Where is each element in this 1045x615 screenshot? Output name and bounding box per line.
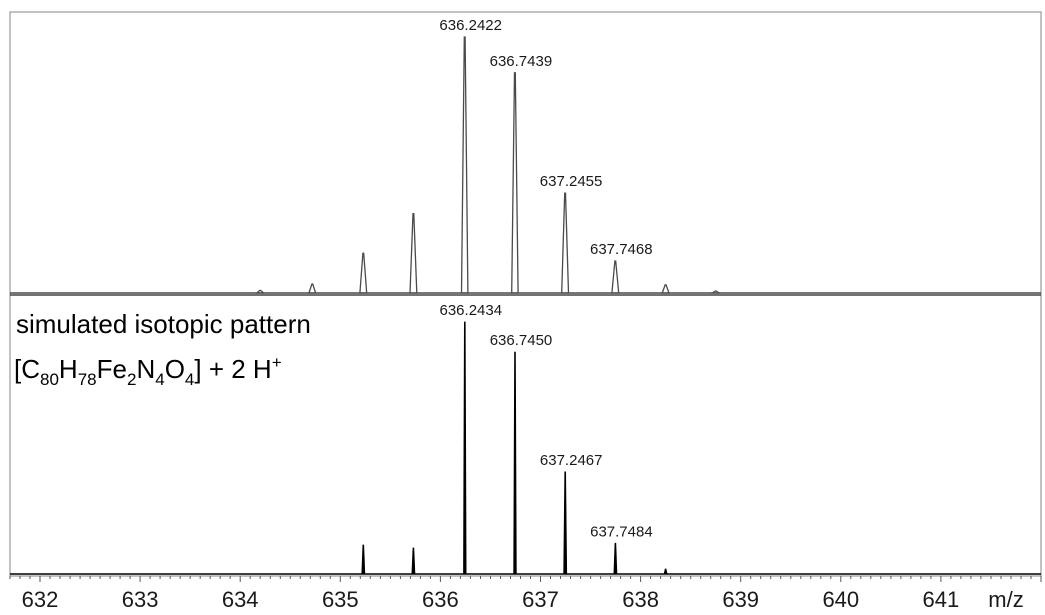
formula-segment: 2 bbox=[127, 370, 136, 389]
spectrum-peak bbox=[411, 547, 416, 575]
spectrum-peak bbox=[611, 260, 620, 294]
x-axis-unit-label: m/z bbox=[988, 587, 1023, 612]
formula-segment: 4 bbox=[185, 370, 194, 389]
x-tick-label: 635 bbox=[322, 587, 359, 612]
formula-segment: 4 bbox=[155, 370, 164, 389]
peak-label: 637.2467 bbox=[540, 452, 603, 469]
peak-label: 636.7439 bbox=[490, 53, 553, 70]
spectrum-peak bbox=[511, 72, 519, 294]
formula-segment: ] + 2 H bbox=[194, 354, 271, 384]
x-tick-label: 633 bbox=[122, 587, 159, 612]
spectrum-peak bbox=[561, 192, 570, 294]
formula-segment: Fe bbox=[97, 354, 127, 384]
spectrum-peak bbox=[463, 321, 467, 575]
formula-segment: 80 bbox=[40, 370, 59, 389]
peak-label: 636.7450 bbox=[490, 332, 553, 349]
spectrum-peak bbox=[409, 212, 418, 294]
x-tick-label: 634 bbox=[222, 587, 259, 612]
x-tick-label: 638 bbox=[622, 587, 659, 612]
spectrum-peak bbox=[513, 351, 517, 575]
simulated-spectrum-panel: 636.2434 636.7450 637.2467 637.7484 bbox=[10, 302, 1041, 575]
spectrum-peak bbox=[661, 284, 670, 294]
spectrum-peak bbox=[663, 568, 668, 575]
formula-segment: H bbox=[59, 354, 78, 384]
formula-segment: O bbox=[165, 354, 185, 384]
spectrum-peak bbox=[563, 471, 568, 575]
formula-segment: + bbox=[272, 353, 282, 372]
peak-label: 637.2455 bbox=[540, 173, 603, 190]
spectrum-peak bbox=[460, 36, 469, 294]
plot-frame bbox=[9, 11, 1042, 577]
spectrum-peak bbox=[307, 283, 317, 294]
spectrum-peak bbox=[359, 252, 368, 294]
formula-segment: 78 bbox=[78, 370, 97, 389]
formula-segment: N bbox=[136, 354, 155, 384]
measured-spectrum-panel: 636.2422 636.7439 637.2455 637.7468 bbox=[10, 17, 1041, 294]
annotation-line1: simulated isotopic pattern bbox=[16, 309, 311, 339]
spectrum-peak bbox=[710, 290, 722, 294]
spectrum-peak bbox=[255, 289, 266, 294]
peak-label: 637.7484 bbox=[590, 523, 653, 540]
peak-label: 637.7468 bbox=[590, 241, 653, 258]
annotation-formula: [C80H78Fe2N4O4] + 2 H+ bbox=[14, 353, 282, 389]
x-tick-label: 636 bbox=[422, 587, 459, 612]
x-tick-label: 639 bbox=[722, 587, 759, 612]
peak-label: 636.2422 bbox=[439, 17, 502, 34]
peak-label: 636.2434 bbox=[440, 302, 503, 319]
x-tick-label: 640 bbox=[822, 587, 859, 612]
x-tick-label: 637 bbox=[522, 587, 559, 612]
x-tick-label: 632 bbox=[22, 587, 59, 612]
x-tick-label: 641 bbox=[923, 587, 960, 612]
spectrum-peak bbox=[361, 544, 366, 575]
simulated-annotation: simulated isotopic pattern [C80H78Fe2N4O… bbox=[14, 309, 311, 389]
formula-segment: [C bbox=[14, 354, 40, 384]
spectrum-peak bbox=[613, 542, 618, 575]
x-axis: 632 633 634 635 636 637 638 639 640 641 m/z bbox=[9, 576, 1042, 612]
